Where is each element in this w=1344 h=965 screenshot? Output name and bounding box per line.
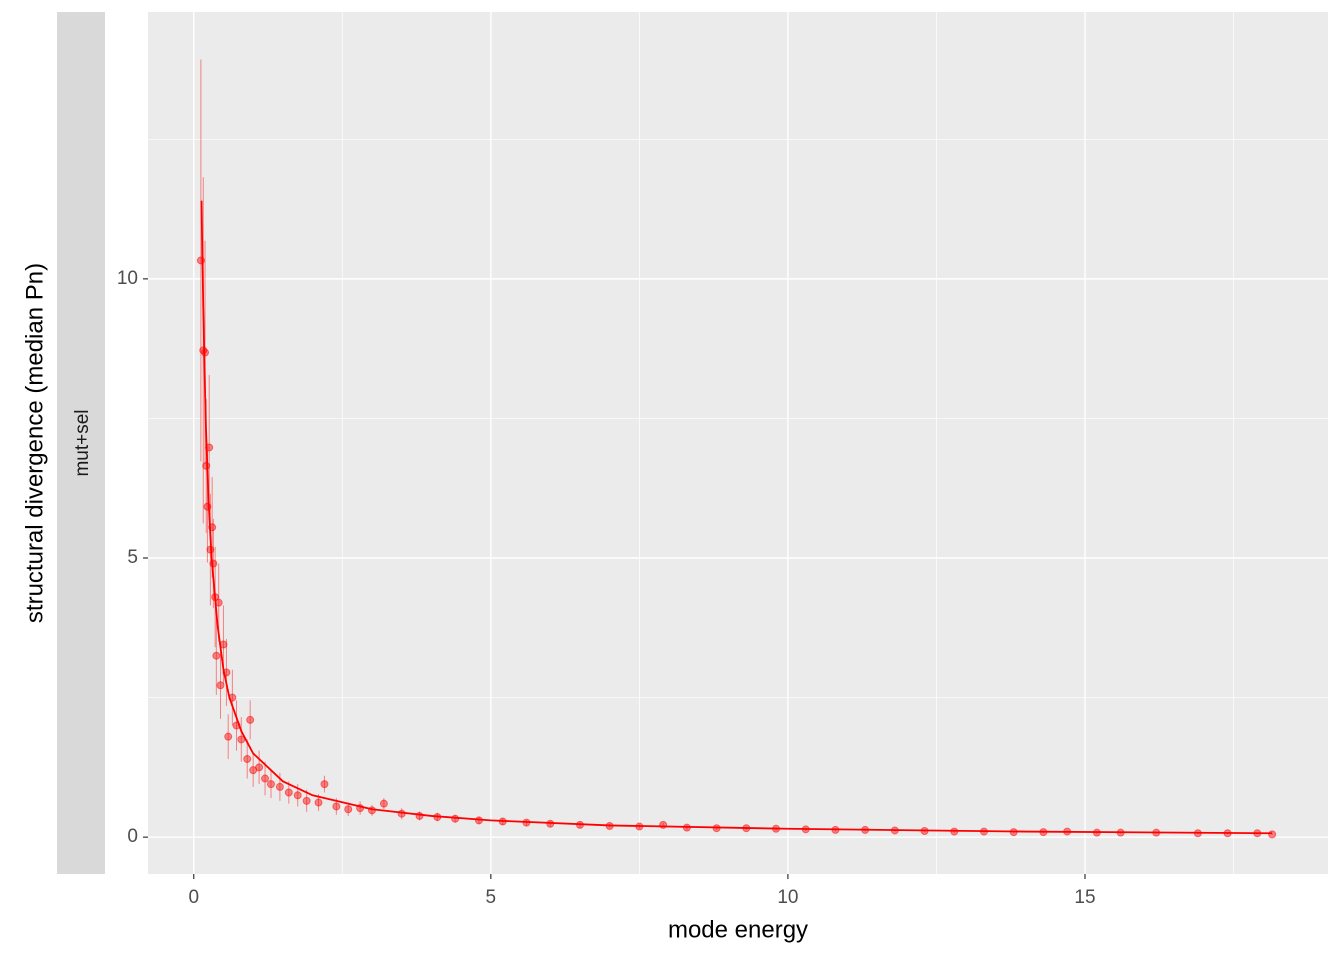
facet-strip — [57, 12, 105, 874]
point — [314, 798, 323, 807]
panel — [148, 12, 1328, 874]
point — [344, 805, 353, 814]
point — [209, 559, 218, 568]
point — [246, 715, 255, 724]
x-tick-label: 10 — [777, 887, 798, 908]
point — [379, 799, 388, 808]
point — [293, 791, 302, 800]
point — [243, 754, 252, 763]
y-tick-label: 10 — [117, 268, 138, 289]
point — [202, 461, 211, 470]
x-tick-label: 15 — [1074, 887, 1095, 908]
grid — [148, 12, 1328, 874]
fit-line — [200, 200, 1273, 835]
point — [261, 774, 270, 783]
x-tick-label: 5 — [486, 887, 497, 908]
point — [212, 651, 221, 660]
marks — [196, 59, 1277, 839]
y-axis-title: structural divergence (median Pn) — [21, 263, 48, 623]
point — [284, 788, 293, 797]
point — [255, 763, 264, 772]
point — [302, 796, 311, 805]
point — [266, 780, 275, 789]
y-tick-label: 0 — [127, 826, 138, 847]
point — [224, 732, 233, 741]
facet-label: mut+sel — [72, 409, 93, 476]
x-tick-label: 0 — [188, 887, 199, 908]
y-tick-label: 5 — [127, 547, 138, 568]
point — [1268, 830, 1277, 839]
point — [320, 780, 329, 789]
point — [216, 681, 225, 690]
x-axis-title: mode energy — [668, 916, 808, 943]
point — [275, 782, 284, 791]
point — [332, 802, 341, 811]
